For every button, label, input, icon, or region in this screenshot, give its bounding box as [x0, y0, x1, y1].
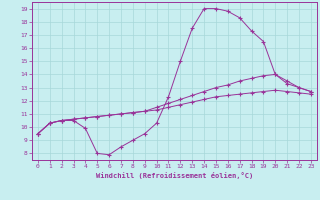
- X-axis label: Windchill (Refroidissement éolien,°C): Windchill (Refroidissement éolien,°C): [96, 172, 253, 179]
